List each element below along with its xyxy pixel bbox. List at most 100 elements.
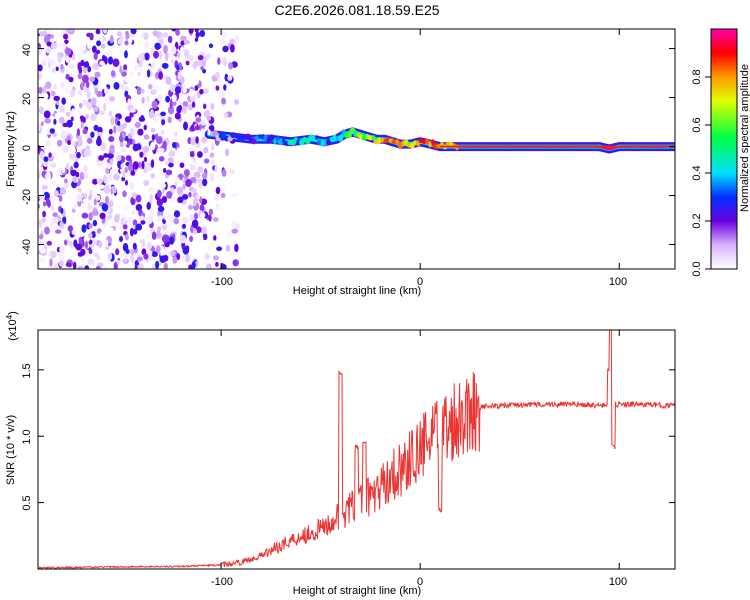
- noise-dot: [88, 194, 92, 201]
- noise-dot: [50, 162, 57, 168]
- noise-dot: [134, 121, 141, 128]
- noise-dot: [73, 67, 77, 76]
- noise-dot: [122, 190, 127, 198]
- noise-dot: [62, 122, 69, 128]
- noise-dot: [109, 35, 114, 44]
- noise-dot: [98, 241, 103, 248]
- ridge-cell: [212, 130, 219, 136]
- noise-dot: [56, 76, 62, 82]
- noise-dot: [70, 116, 74, 122]
- noise-dot: [150, 141, 156, 151]
- snr-y-multiplier: (x104): [5, 311, 19, 341]
- noise-dot: [69, 152, 76, 160]
- noise-dot: [128, 70, 135, 78]
- noise-dot: [101, 203, 109, 212]
- noise-dot: [158, 147, 165, 153]
- noise-dot: [124, 233, 129, 241]
- noise-dot: [208, 214, 212, 222]
- noise-dot: [143, 180, 150, 187]
- noise-dot: [166, 191, 173, 199]
- noise-dot: [191, 41, 198, 48]
- noise-dot: [44, 56, 52, 62]
- noise-dot: [174, 112, 181, 120]
- noise-dot: [138, 161, 142, 169]
- noise-dot: [191, 219, 199, 229]
- colorbar-tick-label: 0.6: [691, 117, 703, 132]
- noise-dot: [96, 137, 102, 147]
- noise-dot: [53, 118, 57, 125]
- noise-dot: [216, 203, 220, 211]
- noise-dot: [183, 101, 189, 107]
- ridge-cell: [371, 135, 376, 141]
- noise-dot: [113, 150, 119, 157]
- noise-dot: [150, 210, 154, 219]
- spectrogram-xtick-label: -100: [211, 276, 233, 288]
- noise-dot: [42, 85, 47, 94]
- noise-dot: [127, 243, 133, 249]
- noise-dot: [57, 54, 62, 64]
- noise-dot: [88, 248, 93, 255]
- noise-dot: [199, 94, 205, 103]
- noise-dot: [119, 140, 124, 148]
- noise-dot: [167, 157, 174, 164]
- noise-dot: [110, 116, 115, 126]
- colorbar-tick-label: 0.4: [691, 165, 703, 180]
- noise-dot: [80, 38, 84, 46]
- noise-dot: [140, 115, 145, 120]
- noise-dot: [151, 263, 156, 269]
- noise-dot: [83, 149, 91, 158]
- snr-multiplier-close: ): [7, 311, 19, 315]
- noise-dot: [130, 170, 136, 176]
- ridge-cell: [395, 139, 400, 145]
- noise-dot: [202, 233, 208, 241]
- noise-dot: [84, 265, 89, 269]
- noise-dot: [214, 164, 218, 173]
- noise-dot: [187, 104, 194, 111]
- noise-dot: [182, 216, 189, 224]
- noise-dot: [156, 198, 164, 207]
- ridge-cell: [338, 135, 344, 142]
- noise-dot: [168, 150, 176, 157]
- ridge-cell: [326, 138, 332, 146]
- noise-dot: [59, 245, 65, 254]
- noise-dot: [76, 128, 81, 137]
- colorbar-gradient: [710, 28, 738, 270]
- noise-dot: [124, 50, 128, 59]
- noise-dot: [70, 169, 77, 177]
- noise-dot: [217, 57, 221, 65]
- noise-dot: [71, 141, 76, 146]
- spectrogram-ytick-label: 40: [21, 44, 33, 56]
- noise-dot: [39, 193, 45, 201]
- noise-dot: [148, 110, 154, 119]
- noise-dot: [150, 173, 155, 179]
- noise-dot: [59, 116, 65, 124]
- noise-dot: [44, 118, 52, 124]
- noise-dot: [80, 81, 84, 90]
- noise-dot: [54, 154, 58, 160]
- noise-dot: [109, 96, 116, 102]
- noise-dot: [193, 229, 198, 235]
- noise-dot: [221, 97, 226, 105]
- noise-dot: [51, 216, 59, 224]
- noise-dot: [148, 83, 153, 90]
- noise-dot: [94, 71, 101, 78]
- noise-dot: [58, 195, 63, 202]
- noise-dot: [204, 158, 210, 164]
- noise-dot: [73, 261, 77, 269]
- noise-dot: [142, 76, 149, 85]
- noise-dot: [114, 214, 120, 223]
- noise-dot: [39, 31, 46, 37]
- noise-dot: [194, 85, 199, 91]
- noise-dot: [72, 175, 78, 183]
- noise-dot: [224, 148, 230, 157]
- noise-dot: [165, 169, 173, 176]
- noise-dot: [97, 131, 103, 137]
- noise-dot: [89, 263, 94, 269]
- noise-dot: [170, 250, 176, 257]
- noise-dot: [67, 36, 74, 43]
- noise-dot: [182, 254, 186, 263]
- noise-dot: [77, 73, 83, 80]
- noise-dot: [38, 158, 45, 164]
- noise-dot: [151, 251, 158, 258]
- noise-dot: [210, 142, 215, 151]
